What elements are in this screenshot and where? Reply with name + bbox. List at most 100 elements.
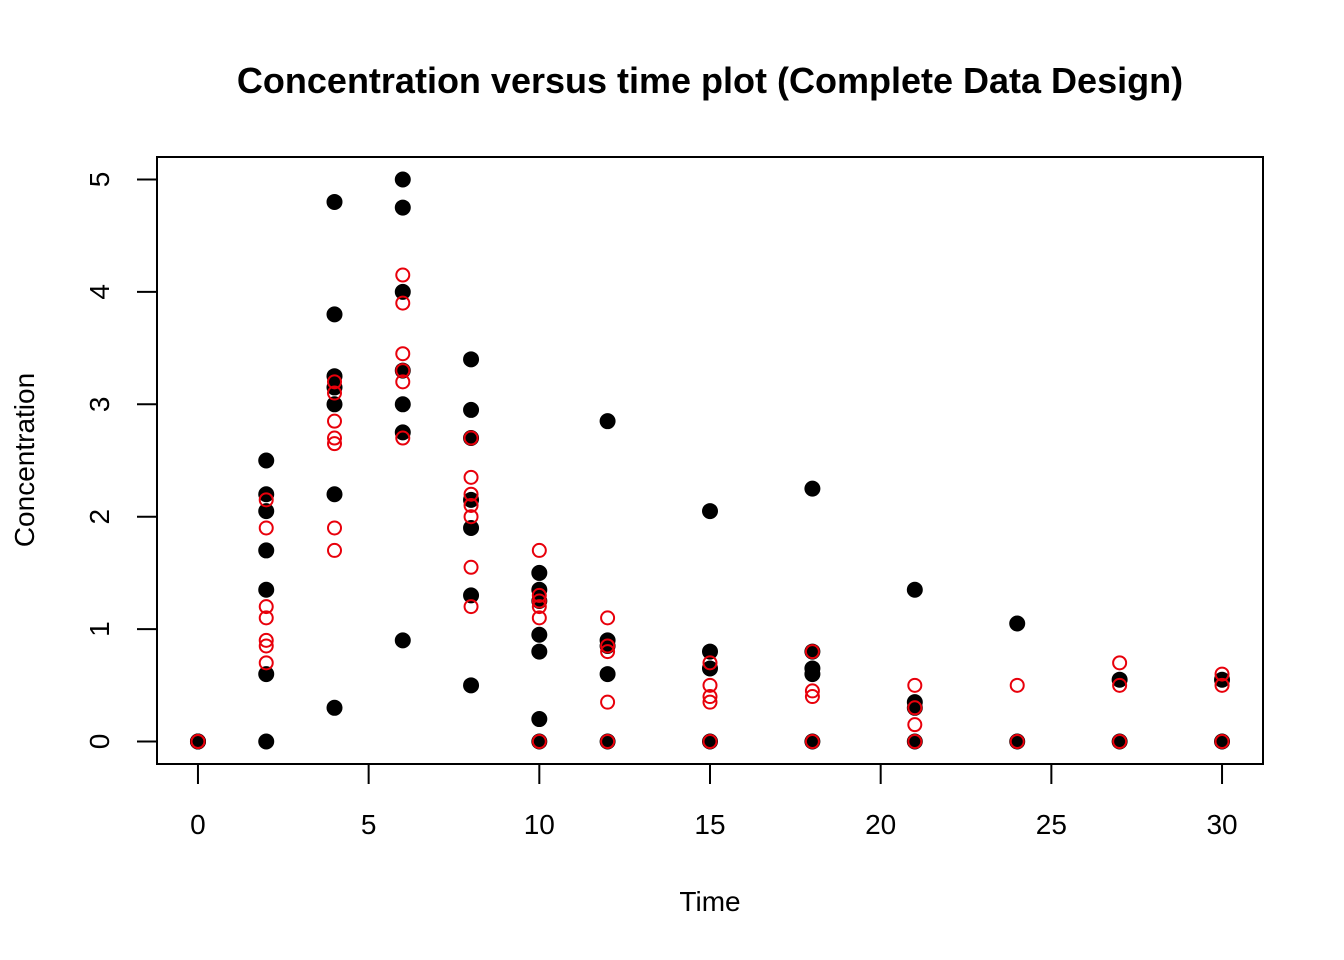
data-point [326, 193, 343, 210]
data-point [326, 486, 343, 503]
data-point [258, 542, 275, 559]
data-point [1112, 677, 1128, 693]
data-point [1112, 734, 1128, 750]
data-point [702, 655, 718, 671]
data-point [258, 452, 275, 469]
data-point [804, 689, 820, 705]
data-point [531, 734, 547, 750]
data-point [907, 734, 923, 750]
data-point [463, 497, 479, 513]
data-point [906, 581, 923, 598]
data-point [327, 436, 343, 452]
x-tick-label: 15 [694, 809, 725, 840]
data-point [1214, 734, 1230, 750]
data-point [258, 599, 274, 615]
x-tick-label: 0 [190, 809, 206, 840]
data-point [531, 711, 548, 728]
x-tick-label: 30 [1206, 809, 1237, 840]
data-point [258, 503, 275, 520]
data-point [463, 351, 480, 368]
data-point [599, 666, 616, 683]
data-point [463, 599, 479, 615]
data-point [907, 700, 923, 716]
series-open-red [190, 267, 1230, 750]
data-point [327, 520, 343, 536]
y-axis-label: Concentration [9, 373, 40, 547]
data-point [702, 503, 718, 520]
data-point [600, 638, 616, 654]
data-point [1112, 655, 1128, 671]
x-tick-label: 5 [361, 809, 377, 840]
data-point [394, 199, 411, 216]
x-axis-label: Time [679, 886, 740, 917]
data-point [463, 469, 479, 485]
data-point [600, 694, 616, 710]
data-point [190, 734, 206, 750]
data-point [395, 346, 411, 362]
x-tick-label: 25 [1036, 809, 1067, 840]
data-point [463, 509, 479, 525]
data-point [327, 430, 343, 446]
data-point [907, 677, 923, 693]
data-point [327, 374, 343, 390]
data-point [394, 283, 411, 300]
data-point [326, 699, 343, 716]
data-points [189, 171, 1231, 750]
data-point [1009, 615, 1026, 632]
data-point [395, 267, 411, 283]
data-point [258, 610, 274, 626]
y-tick-label: 5 [84, 172, 115, 188]
data-point [702, 643, 718, 660]
data-point [804, 683, 820, 699]
data-point [907, 717, 923, 733]
x-tick-label: 10 [524, 809, 555, 840]
data-point [395, 374, 411, 390]
data-point [394, 396, 411, 413]
y-tick-label: 0 [84, 734, 115, 750]
data-point [258, 492, 274, 508]
data-point [702, 689, 718, 705]
data-point [531, 593, 547, 609]
data-point [395, 363, 411, 379]
data-point [463, 519, 480, 536]
data-point [599, 413, 616, 430]
x-tick-label: 20 [865, 809, 896, 840]
series-filled-black [189, 171, 1231, 750]
data-point [258, 581, 275, 598]
data-point [258, 666, 275, 683]
data-point [1009, 677, 1025, 693]
data-point [804, 660, 821, 677]
data-point [531, 626, 548, 643]
data-point [258, 632, 274, 648]
data-point [600, 610, 616, 626]
data-point [531, 542, 547, 558]
data-point [463, 587, 480, 604]
data-point [804, 644, 820, 660]
data-point [1214, 677, 1230, 693]
data-point [702, 734, 718, 750]
data-point [531, 564, 548, 581]
data-point [804, 734, 820, 750]
data-point [1009, 734, 1025, 750]
y-tick-label: 1 [84, 621, 115, 637]
y-tick-label: 2 [84, 509, 115, 525]
chart-title: Concentration versus time plot (Complete… [237, 60, 1183, 101]
data-point [804, 480, 821, 497]
data-point [394, 171, 411, 188]
data-point [326, 396, 343, 413]
data-point [702, 694, 718, 710]
data-point [327, 413, 343, 429]
data-point [258, 638, 274, 654]
data-point [463, 401, 480, 418]
data-point [258, 520, 274, 536]
data-point [327, 542, 343, 558]
y-tick-label: 4 [84, 284, 115, 300]
y-tick-label: 3 [84, 397, 115, 413]
data-point [531, 610, 547, 626]
data-point [395, 430, 411, 446]
data-point [395, 295, 411, 311]
data-point [600, 734, 616, 750]
data-point [326, 306, 343, 323]
data-point [463, 559, 479, 575]
